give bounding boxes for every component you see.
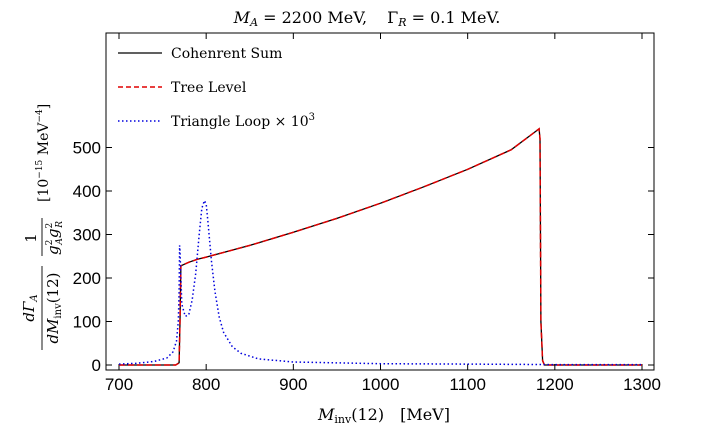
chart-title: MA = 2200 MeV, ΓR = 0.1 MeV. — [233, 8, 501, 29]
svg-text:1: 1 — [22, 233, 40, 243]
legend: Cohenrent Sum Tree Level Triangle Loop ×… — [118, 46, 315, 130]
axis-ticks: 700 800 900 1000 1100 1200 1300 0 100 200 300 400 50… — [73, 33, 661, 394]
x-axis-label: Minv(12) [MeV] — [317, 405, 450, 426]
svg-text:dMinv(12): dMinv(12) — [44, 272, 64, 343]
legend-label-coherent: Cohenrent Sum — [171, 46, 282, 62]
y-tick-label: 500 — [73, 139, 101, 158]
y-tick-label: 200 — [73, 269, 101, 288]
y-tick-label: 300 — [73, 226, 101, 245]
series-layer — [118, 127, 642, 366]
y-axis-label: dΓA dMinv(12) 1 g2Ag2R [10−15 MeV−4] — [20, 104, 65, 350]
y-tick-label: 100 — [73, 313, 101, 332]
series-tree-level — [119, 127, 642, 366]
legend-label-tree: Tree Level — [171, 80, 247, 96]
svg-text:dΓA: dΓA — [20, 294, 40, 321]
y-tick-label: 400 — [73, 182, 101, 201]
x-tick-label: 900 — [279, 375, 307, 394]
x-tick-label: 1100 — [449, 375, 486, 394]
x-tick-label: 1300 — [623, 375, 661, 394]
x-tick-label: 700 — [105, 375, 133, 394]
svg-text:g2Ag2R: g2Ag2R — [44, 221, 65, 255]
svg-text:[10−15 MeV−4]: [10−15 MeV−4] — [35, 104, 52, 202]
x-tick-label: 1000 — [362, 375, 400, 394]
legend-label-triangle: Triangle Loop × 103 — [171, 112, 315, 130]
series-triangle-loop — [118, 198, 642, 366]
x-tick-label: 800 — [192, 375, 220, 394]
y-tick-label: 0 — [92, 356, 101, 375]
x-tick-label: 1200 — [536, 375, 574, 394]
